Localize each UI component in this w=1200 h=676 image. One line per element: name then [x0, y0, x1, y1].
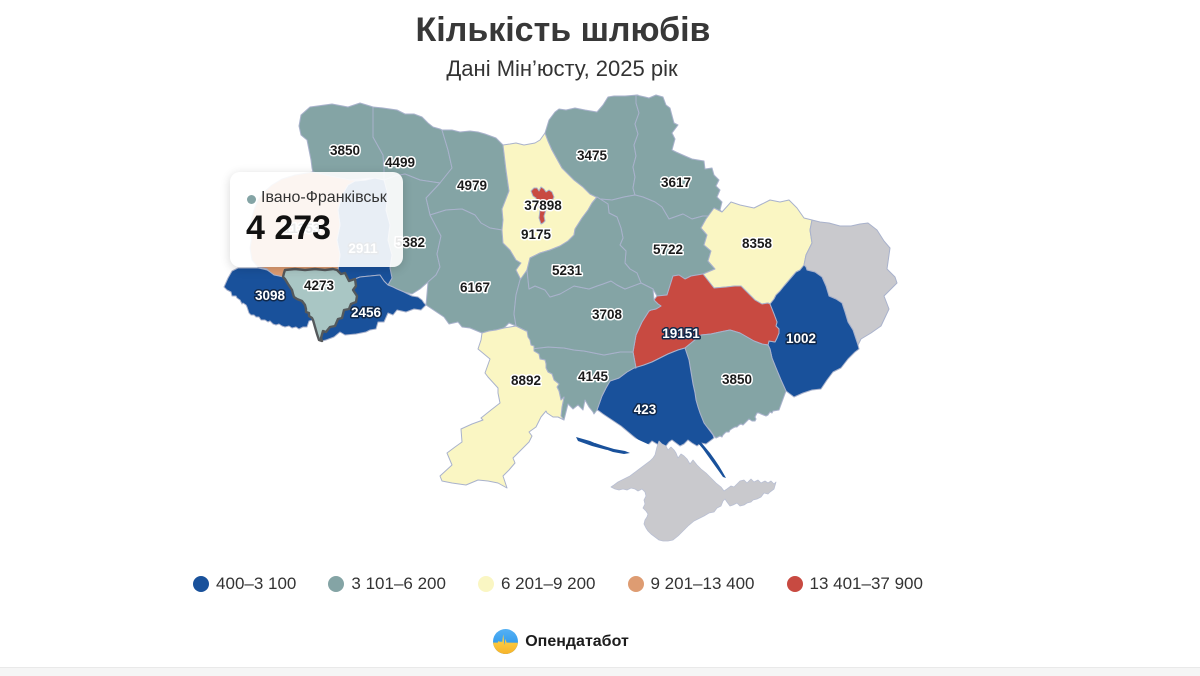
svg-text:4273: 4273 — [304, 278, 335, 293]
svg-text:1002: 1002 — [786, 331, 816, 346]
svg-text:4499: 4499 — [385, 155, 415, 170]
svg-text:5231: 5231 — [552, 263, 583, 278]
svg-text:5722: 5722 — [653, 242, 683, 257]
svg-text:6167: 6167 — [460, 280, 490, 295]
svg-text:3850: 3850 — [330, 143, 360, 158]
svg-text:2456: 2456 — [351, 305, 382, 320]
svg-text:3475: 3475 — [577, 148, 608, 163]
svg-text:4979: 4979 — [457, 178, 487, 193]
svg-text:8358: 8358 — [742, 236, 773, 251]
svg-text:3617: 3617 — [661, 175, 691, 190]
svg-text:423: 423 — [634, 402, 657, 417]
svg-text:37898: 37898 — [524, 198, 562, 213]
svg-text:8892: 8892 — [511, 373, 541, 388]
svg-text:3098: 3098 — [255, 288, 286, 303]
svg-text:3708: 3708 — [592, 307, 623, 322]
svg-text:9175: 9175 — [521, 227, 552, 242]
svg-text:19151: 19151 — [662, 326, 700, 341]
svg-text:4145: 4145 — [578, 369, 609, 384]
svg-text:3850: 3850 — [722, 372, 752, 387]
